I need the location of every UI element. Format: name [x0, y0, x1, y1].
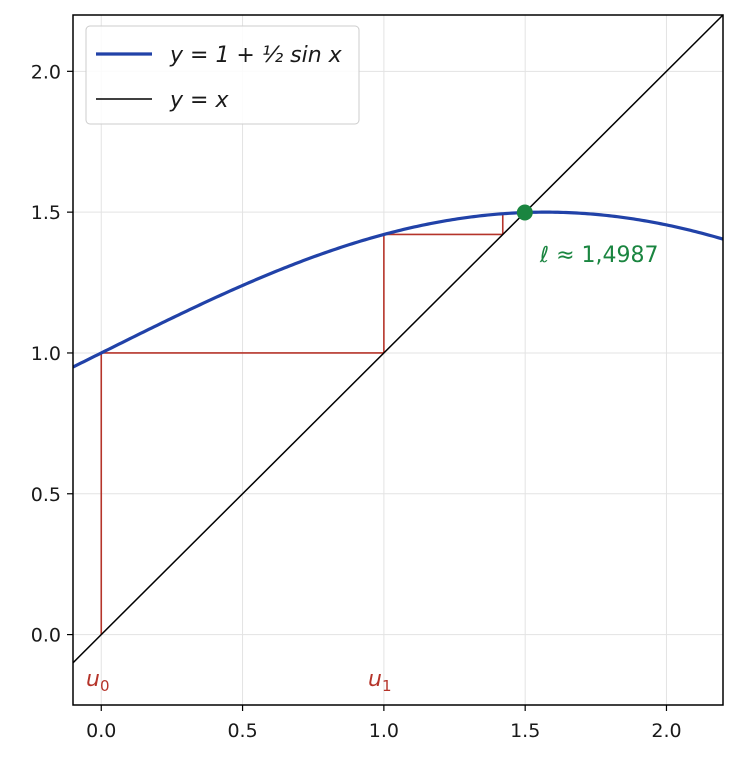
series-identity-line — [73, 15, 723, 664]
y-axis: 0.0 0.5 1.0 1.5 2.0 — [31, 61, 73, 647]
x-axis: 0.0 0.5 1.0 1.5 2.0 — [86, 705, 682, 742]
u1-label-sub: 1 — [382, 677, 392, 695]
fixed-point-marker — [516, 204, 533, 221]
y-tick-label-4: 2.0 — [31, 61, 61, 83]
u1-label-main: u — [368, 667, 382, 692]
y-tick-label-1: 0.5 — [31, 484, 61, 506]
legend-label-identity: y = x — [169, 88, 229, 113]
x-tick-label-3: 1.5 — [510, 720, 540, 742]
u0-label-sub: 0 — [100, 677, 110, 695]
plot-frame — [72, 14, 724, 706]
plot-background — [73, 15, 723, 705]
u0-label: u0 — [86, 667, 110, 695]
y-tick-label-0: 0.0 — [31, 625, 61, 647]
x-tick-label-1: 0.5 — [227, 720, 257, 742]
cobweb-path — [100, 212, 525, 635]
legend-box — [85, 25, 360, 125]
y-tick-label-2: 1.0 — [31, 343, 61, 365]
x-tick-label-0: 0.0 — [86, 720, 116, 742]
y-tick-label-3: 1.5 — [31, 202, 61, 224]
u0-label-main: u — [86, 667, 100, 692]
series-sine-curve — [73, 210, 723, 369]
u1-label: u1 — [368, 667, 392, 695]
x-tick-label-2: 1.0 — [369, 720, 399, 742]
legend-label-sine: y = 1 + ½ sin x — [169, 43, 343, 68]
fixed-point-label: ℓ ≈ 1,4987 — [539, 243, 659, 268]
legend: y = 1 + ½ sin x y = x — [85, 25, 360, 125]
x-tick-label-4: 2.0 — [651, 720, 681, 742]
